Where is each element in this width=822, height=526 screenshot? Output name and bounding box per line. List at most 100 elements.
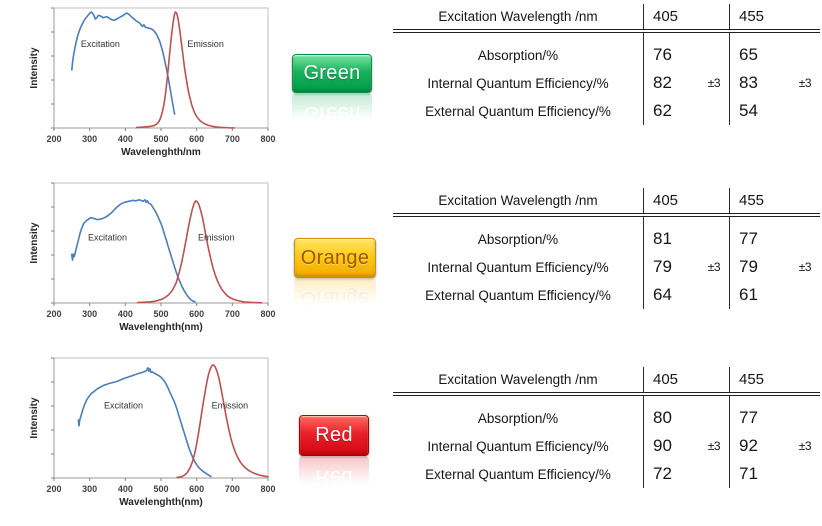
table-header-405: 405 (643, 188, 729, 213)
spacer (729, 217, 820, 225)
cell-absorption-405: 80 (643, 404, 729, 432)
cell-eqe-455: 54 (729, 97, 820, 125)
cell-iqe-405: 90 ±3 (643, 432, 729, 460)
spacer (643, 217, 729, 225)
red-spectrum-plot: 200 300 400 500 600 700 800 Wavelenghth(nm) Inte… (29, 357, 276, 508)
svg-text:Excitation: Excitation (88, 232, 127, 242)
cell-iqe-455: 79 ±3 (729, 253, 820, 281)
table-header-455: 455 (729, 4, 820, 29)
svg-text:700: 700 (225, 484, 240, 494)
orange-row: 200 300 400 500 600 700 800 Wavelenghth(nm) Inte… (0, 175, 822, 350)
row-label-iqe: Internal Quantum Efficiency/% (427, 259, 609, 275)
cell-absorption-455: 77 (729, 404, 820, 432)
svg-text:200: 200 (46, 134, 61, 144)
cell-eqe-405: 64 (643, 281, 729, 309)
orange-qe-table: Excitation Wavelength /nm 405 455 Absorp… (393, 188, 820, 309)
svg-text:500: 500 (153, 134, 168, 144)
cell-eqe-455: 61 (729, 281, 820, 309)
row-label-iqe: Internal Quantum Efficiency/% (427, 438, 609, 454)
spacer (393, 396, 643, 404)
spacer (729, 33, 820, 41)
row-label-absorption: Absorption/% (477, 231, 559, 247)
svg-text:800: 800 (260, 309, 275, 319)
svg-text:300: 300 (82, 484, 97, 494)
svg-text:Intensity: Intensity (29, 397, 40, 439)
svg-text:Emission: Emission (198, 232, 235, 242)
orange-label-reflection: Orange (294, 278, 376, 318)
svg-text:Intensity: Intensity (29, 47, 40, 89)
red-spectrum-chart: 200 300 400 500 600 700 800 Wavelenghth(nm) Inte… (28, 352, 276, 522)
spacer (393, 33, 643, 41)
row-label-eqe: External Quantum Efficiency/% (425, 287, 611, 303)
table-header-label: Excitation Wavelength /nm (438, 193, 598, 208)
orange-spectrum-plot: 200 300 400 500 600 700 800 Wavelenghth(nm) Inte… (29, 182, 276, 333)
cell-iqe-405: 79 ±3 (643, 253, 729, 281)
green-label-reflection: Green (292, 93, 372, 132)
svg-text:Wavelenghth(nm): Wavelenghth(nm) (119, 322, 203, 333)
red-label-button: Red (299, 415, 369, 456)
spacer (393, 217, 643, 225)
row-label-eqe: External Quantum Efficiency/% (425, 466, 611, 482)
svg-text:Wavelenghth/nm: Wavelenghth/nm (121, 147, 201, 158)
header-divider (393, 392, 820, 396)
svg-text:300: 300 (82, 309, 97, 319)
cell-iqe-455: 83 ±3 (729, 69, 820, 97)
svg-text:Excitation: Excitation (81, 39, 120, 49)
svg-text:Wavelenghth(nm): Wavelenghth(nm) (119, 497, 203, 508)
orange-spectrum-chart: 200 300 400 500 600 700 800 Wavelenghth(nm) Inte… (28, 177, 276, 347)
svg-text:Excitation: Excitation (104, 400, 143, 410)
table-header-405: 405 (643, 4, 729, 29)
table-header-405: 405 (643, 367, 729, 392)
svg-text:500: 500 (153, 309, 168, 319)
svg-text:600: 600 (189, 309, 204, 319)
svg-text:300: 300 (82, 134, 97, 144)
spacer (643, 396, 729, 404)
table-header-455: 455 (729, 367, 820, 392)
row-label-absorption: Absorption/% (477, 410, 559, 426)
red-row: 200 300 400 500 600 700 800 Wavelenghth(nm) Inte… (0, 350, 822, 526)
table-header-label: Excitation Wavelength /nm (438, 9, 598, 24)
row-label-absorption: Absorption/% (477, 47, 559, 63)
row-label-eqe: External Quantum Efficiency/% (425, 103, 611, 119)
svg-text:600: 600 (189, 134, 204, 144)
orange-label-button: Orange (294, 238, 376, 278)
green-row: 200 300 400 500 600 700 800 Wavelenghth/nm Inten… (0, 0, 822, 175)
cell-absorption-455: 65 (729, 41, 820, 69)
green-label-button: Green (292, 54, 372, 93)
cell-eqe-455: 71 (729, 460, 820, 488)
spacer (729, 396, 820, 404)
svg-text:800: 800 (260, 484, 275, 494)
table-header-455: 455 (729, 188, 820, 213)
cell-absorption-405: 81 (643, 225, 729, 253)
cell-absorption-455: 77 (729, 225, 820, 253)
svg-text:700: 700 (225, 134, 240, 144)
header-divider (393, 29, 820, 33)
table-header-label: Excitation Wavelength /nm (438, 372, 598, 387)
green-spectrum-chart: 200 300 400 500 600 700 800 Wavelenghth/nm Inten… (28, 2, 276, 172)
svg-text:400: 400 (118, 134, 133, 144)
svg-text:Intensity: Intensity (29, 222, 40, 264)
red-label-reflection: Red (299, 456, 369, 497)
svg-text:Emission: Emission (187, 39, 224, 49)
red-qe-table: Excitation Wavelength /nm 405 455 Absorp… (393, 367, 820, 488)
spacer (643, 33, 729, 41)
cell-iqe-405: 82 ±3 (643, 69, 729, 97)
svg-text:700: 700 (225, 309, 240, 319)
cell-eqe-405: 62 (643, 97, 729, 125)
green-spectrum-plot: 200 300 400 500 600 700 800 Wavelenghth/nm Inten… (29, 7, 276, 158)
cell-absorption-405: 76 (643, 41, 729, 69)
cell-eqe-405: 72 (643, 460, 729, 488)
row-label-iqe: Internal Quantum Efficiency/% (427, 75, 609, 91)
svg-text:800: 800 (260, 134, 275, 144)
green-qe-table: Excitation Wavelength /nm 405 455 Absorp… (393, 4, 820, 125)
svg-text:400: 400 (118, 309, 133, 319)
svg-text:Emission: Emission (212, 400, 249, 410)
svg-text:200: 200 (46, 309, 61, 319)
svg-text:200: 200 (46, 484, 61, 494)
header-divider (393, 213, 820, 217)
svg-text:400: 400 (118, 484, 133, 494)
cell-iqe-455: 92 ±3 (729, 432, 820, 460)
svg-text:500: 500 (153, 484, 168, 494)
svg-text:600: 600 (189, 484, 204, 494)
